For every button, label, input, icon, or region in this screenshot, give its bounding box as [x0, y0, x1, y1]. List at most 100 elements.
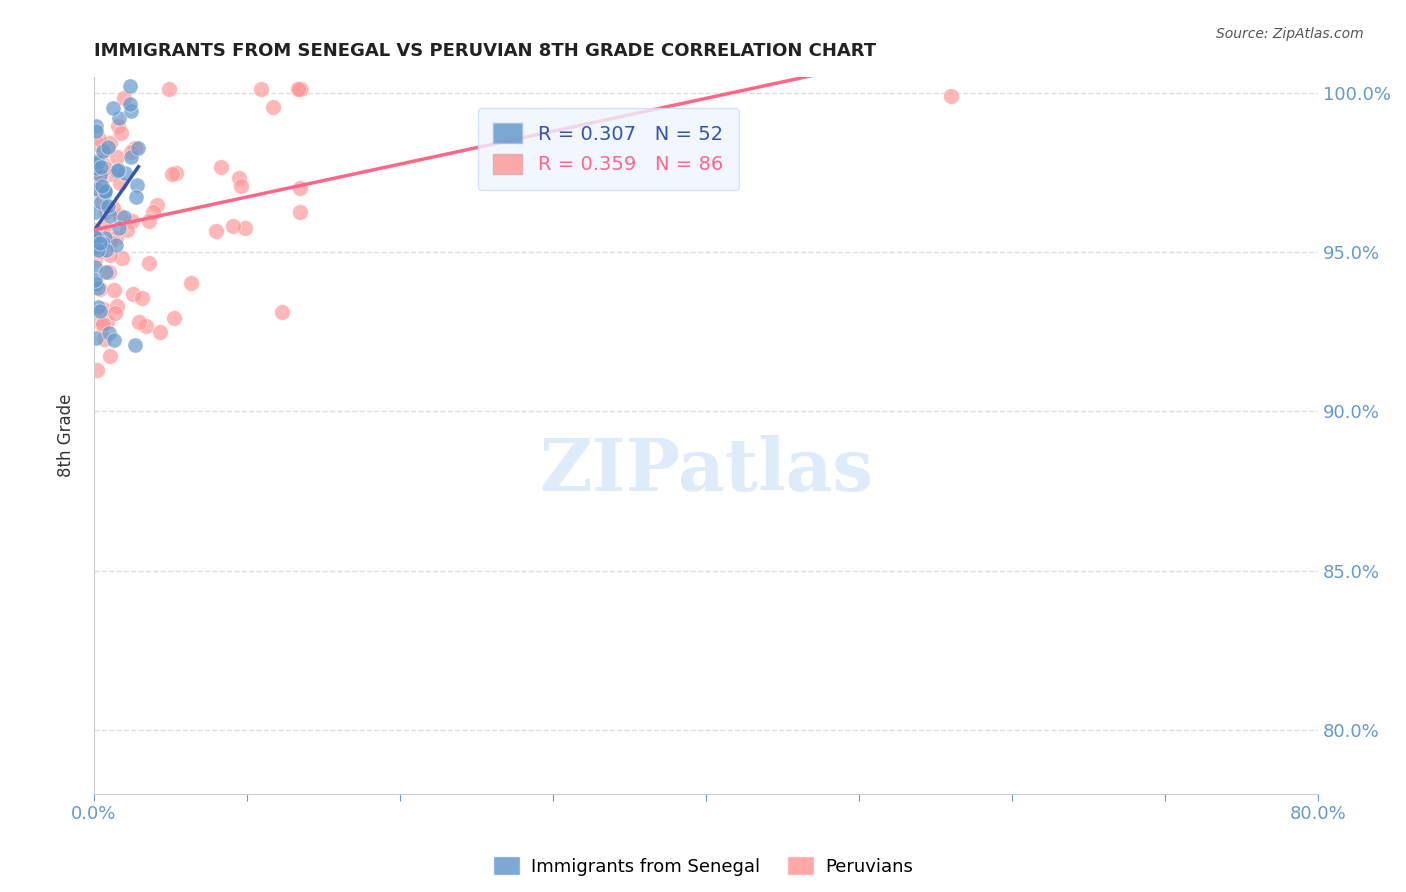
Point	[91, 179, 114, 194]
Point	[108, 209, 131, 223]
Point	[120, 104, 142, 119]
Point	[97, 199, 120, 213]
Point	[125, 178, 148, 193]
Point	[84, 260, 107, 275]
Point	[290, 204, 312, 219]
Point	[98, 248, 121, 262]
Point	[96, 205, 118, 219]
Point	[84, 119, 107, 133]
Point	[90, 234, 112, 248]
Point	[91, 144, 114, 158]
Point	[111, 251, 134, 265]
Point	[100, 232, 122, 246]
Point	[107, 163, 129, 178]
Point	[128, 315, 150, 329]
Point	[86, 228, 108, 243]
Point	[93, 221, 115, 235]
Point	[157, 82, 180, 96]
Point	[93, 228, 115, 243]
Point	[100, 167, 122, 181]
Point	[149, 325, 172, 339]
Point	[86, 153, 108, 168]
Point	[103, 284, 125, 298]
Point	[94, 185, 117, 199]
Point	[120, 145, 142, 159]
Point	[89, 169, 111, 183]
Point	[98, 350, 121, 364]
Point	[89, 282, 111, 296]
Point	[100, 235, 122, 249]
Point	[91, 317, 114, 331]
Point	[204, 224, 226, 238]
Point	[90, 160, 112, 174]
Point	[86, 159, 108, 173]
Point	[90, 318, 112, 332]
Point	[120, 150, 142, 164]
Point	[94, 161, 117, 175]
Point	[121, 214, 143, 228]
Point	[89, 183, 111, 197]
Point	[124, 338, 146, 352]
Point	[84, 330, 107, 344]
Point	[114, 166, 136, 180]
Point	[108, 177, 131, 191]
Point	[90, 244, 112, 259]
Point	[84, 174, 107, 188]
Point	[89, 304, 111, 318]
Point	[235, 221, 257, 235]
Point	[90, 182, 112, 196]
Point	[249, 82, 271, 96]
Point	[84, 223, 107, 237]
Point	[939, 88, 962, 103]
Legend: Immigrants from Senegal, Peruvians: Immigrants from Senegal, Peruvians	[486, 849, 920, 883]
Point	[87, 154, 110, 169]
Point	[87, 281, 110, 295]
Point	[131, 292, 153, 306]
Point	[124, 141, 146, 155]
Point	[112, 91, 135, 105]
Point	[146, 198, 169, 212]
Text: IMMIGRANTS FROM SENEGAL VS PERUVIAN 8TH GRADE CORRELATION CHART: IMMIGRANTS FROM SENEGAL VS PERUVIAN 8TH …	[94, 42, 876, 60]
Point	[270, 305, 292, 319]
Point	[138, 213, 160, 227]
Point	[209, 161, 232, 175]
Point	[86, 182, 108, 196]
Point	[84, 230, 107, 244]
Point	[91, 244, 114, 258]
Point	[142, 205, 165, 219]
Point	[91, 301, 114, 316]
Point	[105, 163, 128, 178]
Point	[86, 231, 108, 245]
Point	[84, 277, 107, 292]
Point	[94, 243, 117, 257]
Point	[84, 171, 107, 186]
Point	[86, 362, 108, 376]
Point	[84, 240, 107, 254]
Point	[120, 79, 142, 94]
Text: Source: ZipAtlas.com: Source: ZipAtlas.com	[1216, 27, 1364, 41]
Point	[86, 137, 108, 152]
Point	[91, 235, 114, 250]
Point	[127, 141, 149, 155]
Point	[288, 82, 311, 96]
Point	[87, 132, 110, 146]
Point	[89, 167, 111, 181]
Point	[104, 306, 127, 320]
Point	[104, 237, 127, 252]
Point	[98, 326, 121, 341]
Point	[84, 253, 107, 268]
Point	[135, 318, 157, 333]
Point	[108, 221, 131, 235]
Point	[96, 315, 118, 329]
Point	[124, 189, 146, 203]
Point	[87, 301, 110, 315]
Point	[163, 310, 186, 325]
Point	[87, 244, 110, 258]
Point	[86, 161, 108, 175]
Point	[98, 265, 121, 279]
Point	[89, 179, 111, 194]
Point	[287, 82, 309, 96]
Point	[94, 184, 117, 198]
Point	[89, 235, 111, 250]
Point	[84, 166, 107, 180]
